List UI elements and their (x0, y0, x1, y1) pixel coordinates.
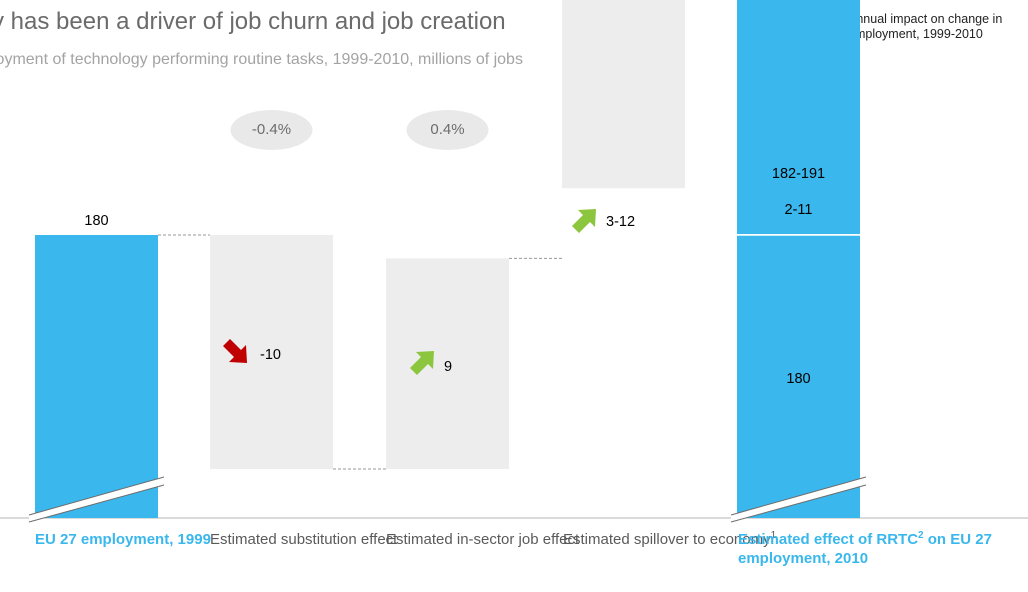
axis-break-line-a-0 (28, 476, 165, 516)
category-label-rrtc-2010: Estimated effect of RRTC2 on EU 27 emplo… (738, 530, 1028, 568)
annual-impact-pill-2 (406, 110, 489, 150)
category-label-spillover-text: Estimated spillover to economy (563, 531, 771, 548)
data-label-substitution: -10 (260, 347, 281, 363)
category-label-eu27-1999: EU 27 employment, 1999 (35, 531, 211, 548)
category-label-in-sector: Estimated in-sector job effect (386, 531, 580, 548)
annual-impact-label-1: -0.4% (252, 121, 291, 138)
up-arrow-icon (410, 351, 434, 375)
axis-break-gap-4 (731, 477, 866, 522)
category-label-substitution: Estimated substitution effect (210, 531, 398, 548)
category-label-rrtc-text-2: on EU 27 employment, 2010 (738, 531, 992, 567)
bar-in-sector (386, 258, 509, 469)
annual-impact-pill-1 (230, 110, 313, 150)
bar-final-base (737, 235, 860, 518)
annual-impact-label-2: 0.4% (430, 121, 464, 138)
footnote-marker-1: 1 (770, 530, 777, 541)
data-label-in-sector: 9 (444, 359, 452, 375)
up-arrow-icon (572, 209, 596, 233)
category-label-rrtc-text: Estimated effect of RRTC (738, 531, 919, 548)
bar-final-increment (737, 0, 860, 234)
category-label-spillover: Estimated spillover to economy1 (563, 530, 776, 549)
bar-eu27-1999 (35, 235, 158, 518)
chart-title: y has been a driver of job churn and job… (0, 8, 506, 35)
data-label-spillover: 3-12 (606, 214, 635, 230)
data-label-eu27-1999: 180 (84, 213, 108, 229)
axis-break-line-a-4 (730, 476, 867, 516)
down-arrow-icon (223, 339, 247, 363)
axis-break-line-b-4 (730, 484, 867, 523)
footnote-marker-2: 2 (918, 530, 924, 541)
axis-break-line-b-0 (28, 484, 165, 523)
data-label-increment: 2-11 (785, 202, 813, 218)
data-label-final-total: 182-191 (772, 166, 825, 182)
chart-subtitle: loyment of technology performing routine… (0, 51, 523, 68)
bar-spillover (562, 0, 685, 189)
data-label-final-base: 180 (786, 371, 810, 387)
axis-break-gap-0 (29, 477, 164, 522)
legend-label: Annual impact on change in employment, 1… (848, 12, 1003, 41)
